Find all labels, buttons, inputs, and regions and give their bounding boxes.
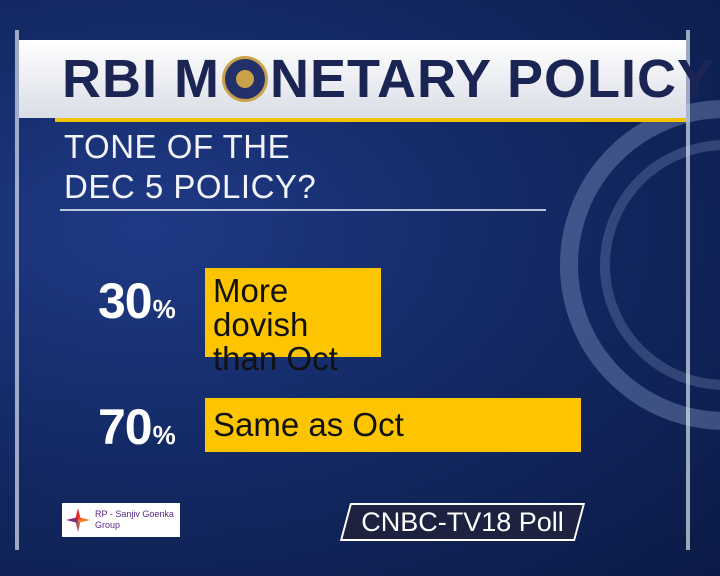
question-rule <box>60 209 546 211</box>
percent-value: 70 <box>98 399 153 455</box>
rbi-logo <box>221 56 268 102</box>
question-line: TONE OF THE <box>64 128 291 165</box>
title-text: NETARY POLICY <box>269 49 715 109</box>
sponsor-line: RP - Sanjiv Goenka <box>95 509 174 519</box>
source-text: CNBC-TV18 Poll <box>361 506 564 537</box>
sponsor-logo: RP - Sanjiv Goenka Group <box>62 503 180 537</box>
question-line: DEC 5 POLICY? <box>64 168 317 205</box>
answer-box: Same as Oct <box>205 398 581 452</box>
answer-line: than Oct <box>213 340 338 377</box>
title: RBI M NETARY POLICY <box>62 44 714 114</box>
sponsor-line: Group <box>95 520 121 530</box>
sponsor-icon <box>66 508 90 532</box>
header-band <box>19 40 686 118</box>
title-text: RBI M <box>62 49 220 109</box>
header-rule <box>55 118 686 122</box>
panel-frame <box>15 30 690 550</box>
sponsor-text: RP - Sanjiv Goenka Group <box>95 509 174 531</box>
answer-line: Same as Oct <box>213 406 404 443</box>
percent-unit: % <box>152 420 176 450</box>
answer-box: More dovish than Oct <box>205 268 381 376</box>
result-percent: 30 % <box>98 272 176 330</box>
percent-value: 30 <box>98 273 153 329</box>
percent-unit: % <box>152 294 176 324</box>
result-percent: 70 % <box>98 398 176 456</box>
answer-line: More dovish <box>213 272 309 343</box>
